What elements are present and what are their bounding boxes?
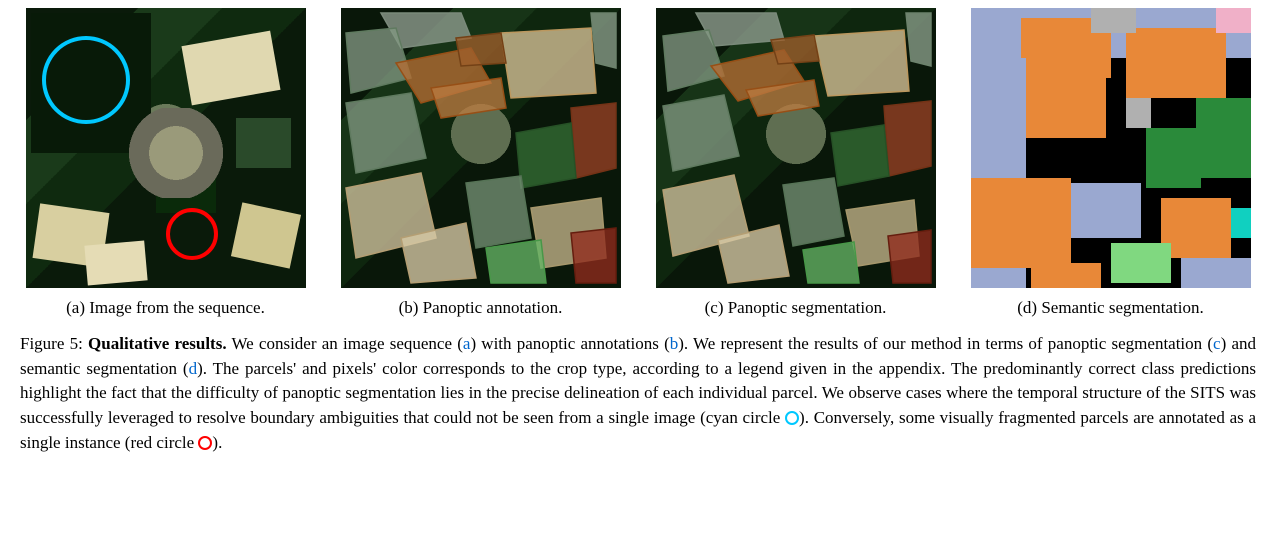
parcel-polygon (456, 33, 506, 66)
ref-panel-b: b (670, 334, 679, 353)
panel-d-caption: (d) Semantic segmentation. (1017, 298, 1203, 318)
panoptic-segmentation-bg (656, 8, 936, 288)
panel-b-caption: (b) Panoptic annotation. (399, 298, 563, 318)
semantic-class-block (1026, 78, 1106, 138)
semantic-class-block (1091, 8, 1136, 33)
panel-c-image (656, 8, 936, 288)
caption-text: ). (212, 433, 222, 452)
parcel-polygon (501, 28, 596, 98)
satellite-field-patch (230, 202, 300, 268)
village-cluster (126, 108, 226, 198)
panel-d-image (971, 8, 1251, 288)
semantic-class-block (1161, 198, 1231, 258)
semantic-class-block (1031, 263, 1101, 288)
caption-text: The parcels' and pixels' color correspon… (213, 359, 946, 378)
panel-a-image (26, 8, 306, 288)
panel-d: (d) Semantic segmentation. (965, 8, 1256, 318)
semantic-segmentation-map (971, 8, 1251, 288)
panel-c-caption: (c) Panoptic segmentation. (705, 298, 887, 318)
parcel-polygon (466, 176, 531, 248)
parcel-polygon (486, 240, 546, 283)
figure-caption: Figure 5: Qualitative results. We consid… (20, 332, 1256, 455)
semantic-class-block (971, 178, 1071, 268)
satellite-field-patch (181, 31, 280, 106)
semantic-class-block (971, 268, 1026, 288)
parcel-polygon (884, 101, 931, 176)
panel-b-image (341, 8, 621, 288)
semantic-class-block (1126, 28, 1226, 98)
panel-a-caption: (a) Image from the sequence. (66, 298, 265, 318)
parcel-polygon (571, 103, 616, 178)
semantic-class-block (1126, 98, 1151, 128)
semantic-class-block (971, 58, 1026, 178)
parcel-polygon (906, 13, 931, 66)
red-highlight-circle (166, 208, 218, 260)
parcel-polygon (888, 230, 931, 283)
caption-text: ) with panoptic annotations ( (470, 334, 669, 353)
cyan-highlight-circle (42, 36, 130, 124)
parcel-polygon (771, 35, 819, 64)
red-circle-icon (198, 436, 212, 450)
satellite-field-patch (84, 240, 147, 285)
panoptic-segmentation-overlay (656, 8, 936, 288)
cyan-circle-icon (785, 411, 799, 425)
panel-a: (a) Image from the sequence. (20, 8, 311, 318)
panoptic-annotation-overlay (341, 8, 621, 288)
ref-panel-c: c (1213, 334, 1221, 353)
parcel-polygon (783, 178, 844, 246)
figure-label: Figure 5: (20, 334, 83, 353)
semantic-class-block (1111, 243, 1171, 283)
parcel-polygon (803, 242, 859, 283)
parcel-polygon (814, 30, 909, 96)
figure-panel-row: (a) Image from the sequence. (b) Panopti… (20, 8, 1256, 318)
caption-text: We consider an image sequence ( (231, 334, 462, 353)
caption-text: ). (197, 359, 207, 378)
semantic-class-block (1216, 8, 1251, 33)
parcel-polygon (591, 13, 616, 68)
caption-text: ). (799, 408, 809, 427)
satellite-field-patch (236, 118, 291, 168)
ref-panel-d: d (189, 359, 198, 378)
semantic-class-block (1146, 128, 1201, 188)
parcel-polygon (663, 95, 739, 171)
panoptic-annotation-bg (341, 8, 621, 288)
semantic-class-block (1071, 183, 1141, 238)
parcel-polygon (346, 93, 426, 173)
figure-title: Qualitative results. (88, 334, 227, 353)
panel-b: (b) Panoptic annotation. (335, 8, 626, 318)
panel-c: (c) Panoptic segmentation. (650, 8, 941, 318)
parcel-polygon (571, 228, 616, 283)
semantic-class-block (1181, 258, 1251, 288)
parcel-polygon (831, 125, 889, 186)
caption-text: ). We represent the results of our metho… (678, 334, 1213, 353)
parcel-polygon (516, 123, 576, 188)
semantic-class-block (1231, 208, 1251, 238)
semantic-class-block (1196, 98, 1251, 178)
satellite-background (26, 8, 306, 288)
